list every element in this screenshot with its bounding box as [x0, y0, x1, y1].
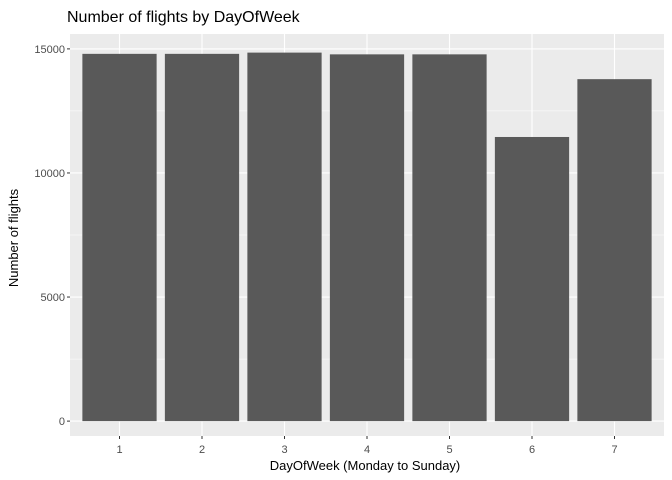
y-tick-label: 10000: [34, 168, 65, 180]
x-tick-label: 3: [281, 444, 287, 456]
x-axis: 1 2 3 4 5 6 7: [116, 436, 618, 456]
y-axis: 0 5000 10000 15000: [34, 44, 70, 428]
bar-7: [577, 79, 652, 422]
x-tick-label: 7: [611, 444, 617, 456]
x-axis-label: DayOfWeek (Monday to Sunday): [270, 458, 461, 473]
x-tick-label: 1: [116, 444, 122, 456]
bar-6: [494, 136, 570, 422]
bar-4: [329, 54, 405, 422]
y-tick-label: 15000: [34, 44, 65, 56]
x-tick-label: 4: [364, 444, 370, 456]
y-tick-label: 0: [59, 416, 65, 428]
y-axis-label: Number of flights: [6, 188, 21, 287]
x-tick-label: 2: [199, 444, 205, 456]
chart-title: Number of flights by DayOfWeek: [67, 9, 301, 26]
y-tick-label: 5000: [41, 292, 65, 304]
bar-2: [164, 53, 240, 422]
bar-1: [82, 53, 157, 422]
bar-3: [247, 52, 322, 422]
x-tick-label: 5: [446, 444, 452, 456]
bar-5: [412, 54, 487, 422]
bars: [82, 52, 652, 422]
x-tick-label: 6: [529, 444, 535, 456]
